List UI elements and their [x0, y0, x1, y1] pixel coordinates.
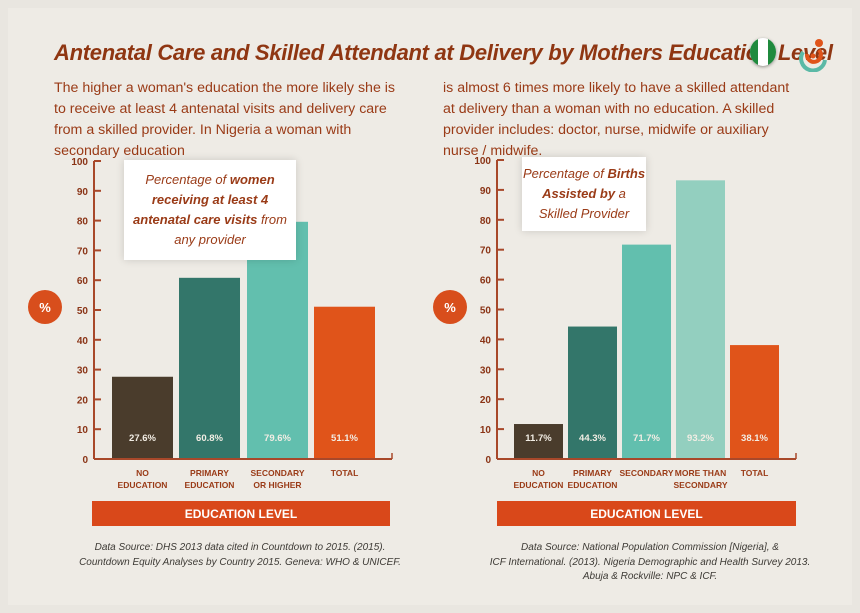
intro-text-right: is almost 6 times more likely to have a …: [443, 80, 790, 159]
x-category-label: EDUCATION: [514, 480, 564, 490]
y-tick-label: 100: [474, 156, 491, 167]
bar-no-education: [514, 424, 563, 458]
bar-more-than-secondary: [676, 180, 725, 458]
bar-total: [730, 345, 779, 458]
y-tick-label: 90: [480, 186, 492, 197]
x-category-label: EDUCATION: [118, 480, 168, 490]
x-category-label: OR HIGHER: [253, 480, 301, 490]
x-category-label: SECONDARY: [251, 468, 305, 478]
y-tick-label: 10: [480, 425, 492, 436]
y-tick-label: 70: [77, 246, 89, 257]
x-category-label: MORE THAN: [675, 468, 726, 478]
callout-text: Percentage of: [145, 172, 230, 187]
y-tick-label: 40: [77, 336, 89, 347]
source-line: Countdown Equity Analyses by Country 201…: [79, 556, 401, 568]
x-category-label: TOTAL: [741, 468, 769, 478]
bar-value-label: 93.2%: [687, 433, 714, 444]
logo-icon: [799, 39, 827, 72]
y-tick-label: 10: [77, 425, 89, 436]
source-line: Data Source: DHS 2013 data cited in Coun…: [94, 542, 386, 553]
y-tick-label: 100: [71, 157, 88, 168]
x-category-label: EDUCATION: [568, 480, 618, 490]
source-line: Abuja & Rockville: NPC & ICF.: [582, 571, 718, 582]
y-tick-label: 20: [77, 395, 89, 406]
intro-text-left: The higher a woman's education the more …: [54, 80, 396, 159]
bar-value-label: 38.1%: [741, 433, 768, 444]
y-tick-label: 50: [480, 306, 492, 317]
bar-value-label: 79.6%: [264, 433, 291, 444]
x-category-label: EDUCATION: [185, 480, 235, 490]
bar-secondary: [622, 244, 671, 458]
callout-text: Percentage of: [522, 166, 608, 181]
bar-secondary: [247, 221, 308, 458]
bar-value-label: 51.1%: [331, 433, 358, 444]
y-tick-label: 30: [480, 365, 492, 376]
y-tick-label: 80: [480, 216, 492, 227]
bar-value-label: 11.7%: [525, 433, 552, 444]
source-line: Data Source: National Population Commiss…: [521, 542, 779, 553]
x-category-label: NO: [136, 468, 149, 478]
chart2-ylabel-badge: %: [433, 290, 467, 324]
x-category-label: PRIMARY: [573, 468, 612, 478]
source-line: ICF International. (2013). Nigeria Demog…: [489, 556, 811, 568]
chart2-xlabel: EDUCATION LEVEL: [497, 501, 796, 526]
callout-text: from any provider: [174, 212, 287, 247]
chart1-ylabel-badge: %: [28, 290, 62, 324]
x-category-label: NO: [532, 468, 545, 478]
y-tick-label: 80: [77, 217, 89, 228]
y-tick-label: 0: [82, 455, 88, 466]
x-category-label: SECONDARY: [620, 468, 674, 478]
y-tick-label: 50: [77, 306, 89, 317]
chart2-source: Data Source: National Population Commiss…: [460, 541, 840, 585]
callout-bold-text: Births Assisted by: [542, 166, 646, 201]
page-title: Antenatal Care and Skilled Attendant at …: [54, 40, 833, 65]
callout-bold-text: women receiving at least 4 antenatal car…: [133, 172, 275, 227]
y-tick-label: 60: [480, 276, 492, 287]
chart2-callout: Percentage of Births Assisted by a Skill…: [522, 157, 646, 231]
callout-text: a Skilled Provider: [538, 186, 630, 221]
y-tick-label: 60: [77, 276, 89, 287]
bar-no-education: [112, 376, 173, 458]
bar-value-label: 27.6%: [129, 433, 156, 444]
bar-value-label: 71.7%: [633, 433, 660, 444]
y-tick-label: 70: [480, 246, 492, 257]
bar-total: [314, 306, 375, 458]
x-category-label: SECONDARY: [674, 480, 728, 490]
x-category-label: TOTAL: [331, 468, 359, 478]
x-category-label: PRIMARY: [190, 468, 229, 478]
y-tick-label: 90: [77, 187, 89, 198]
y-tick-label: 20: [480, 395, 492, 406]
chart1-source: Data Source: DHS 2013 data cited in Coun…: [40, 541, 440, 570]
chart1-xlabel: EDUCATION LEVEL: [92, 501, 390, 526]
chart1-callout: Percentage of women receiving at least 4…: [124, 160, 296, 260]
nigeria-flag-icon: [750, 38, 776, 66]
y-tick-label: 0: [485, 455, 491, 466]
bar-primary: [179, 277, 240, 458]
bar-primary: [568, 326, 617, 458]
bar-value-label: 60.8%: [196, 433, 223, 444]
y-tick-label: 30: [77, 366, 89, 377]
y-tick-label: 40: [480, 335, 492, 346]
bar-value-label: 44.3%: [579, 433, 606, 444]
